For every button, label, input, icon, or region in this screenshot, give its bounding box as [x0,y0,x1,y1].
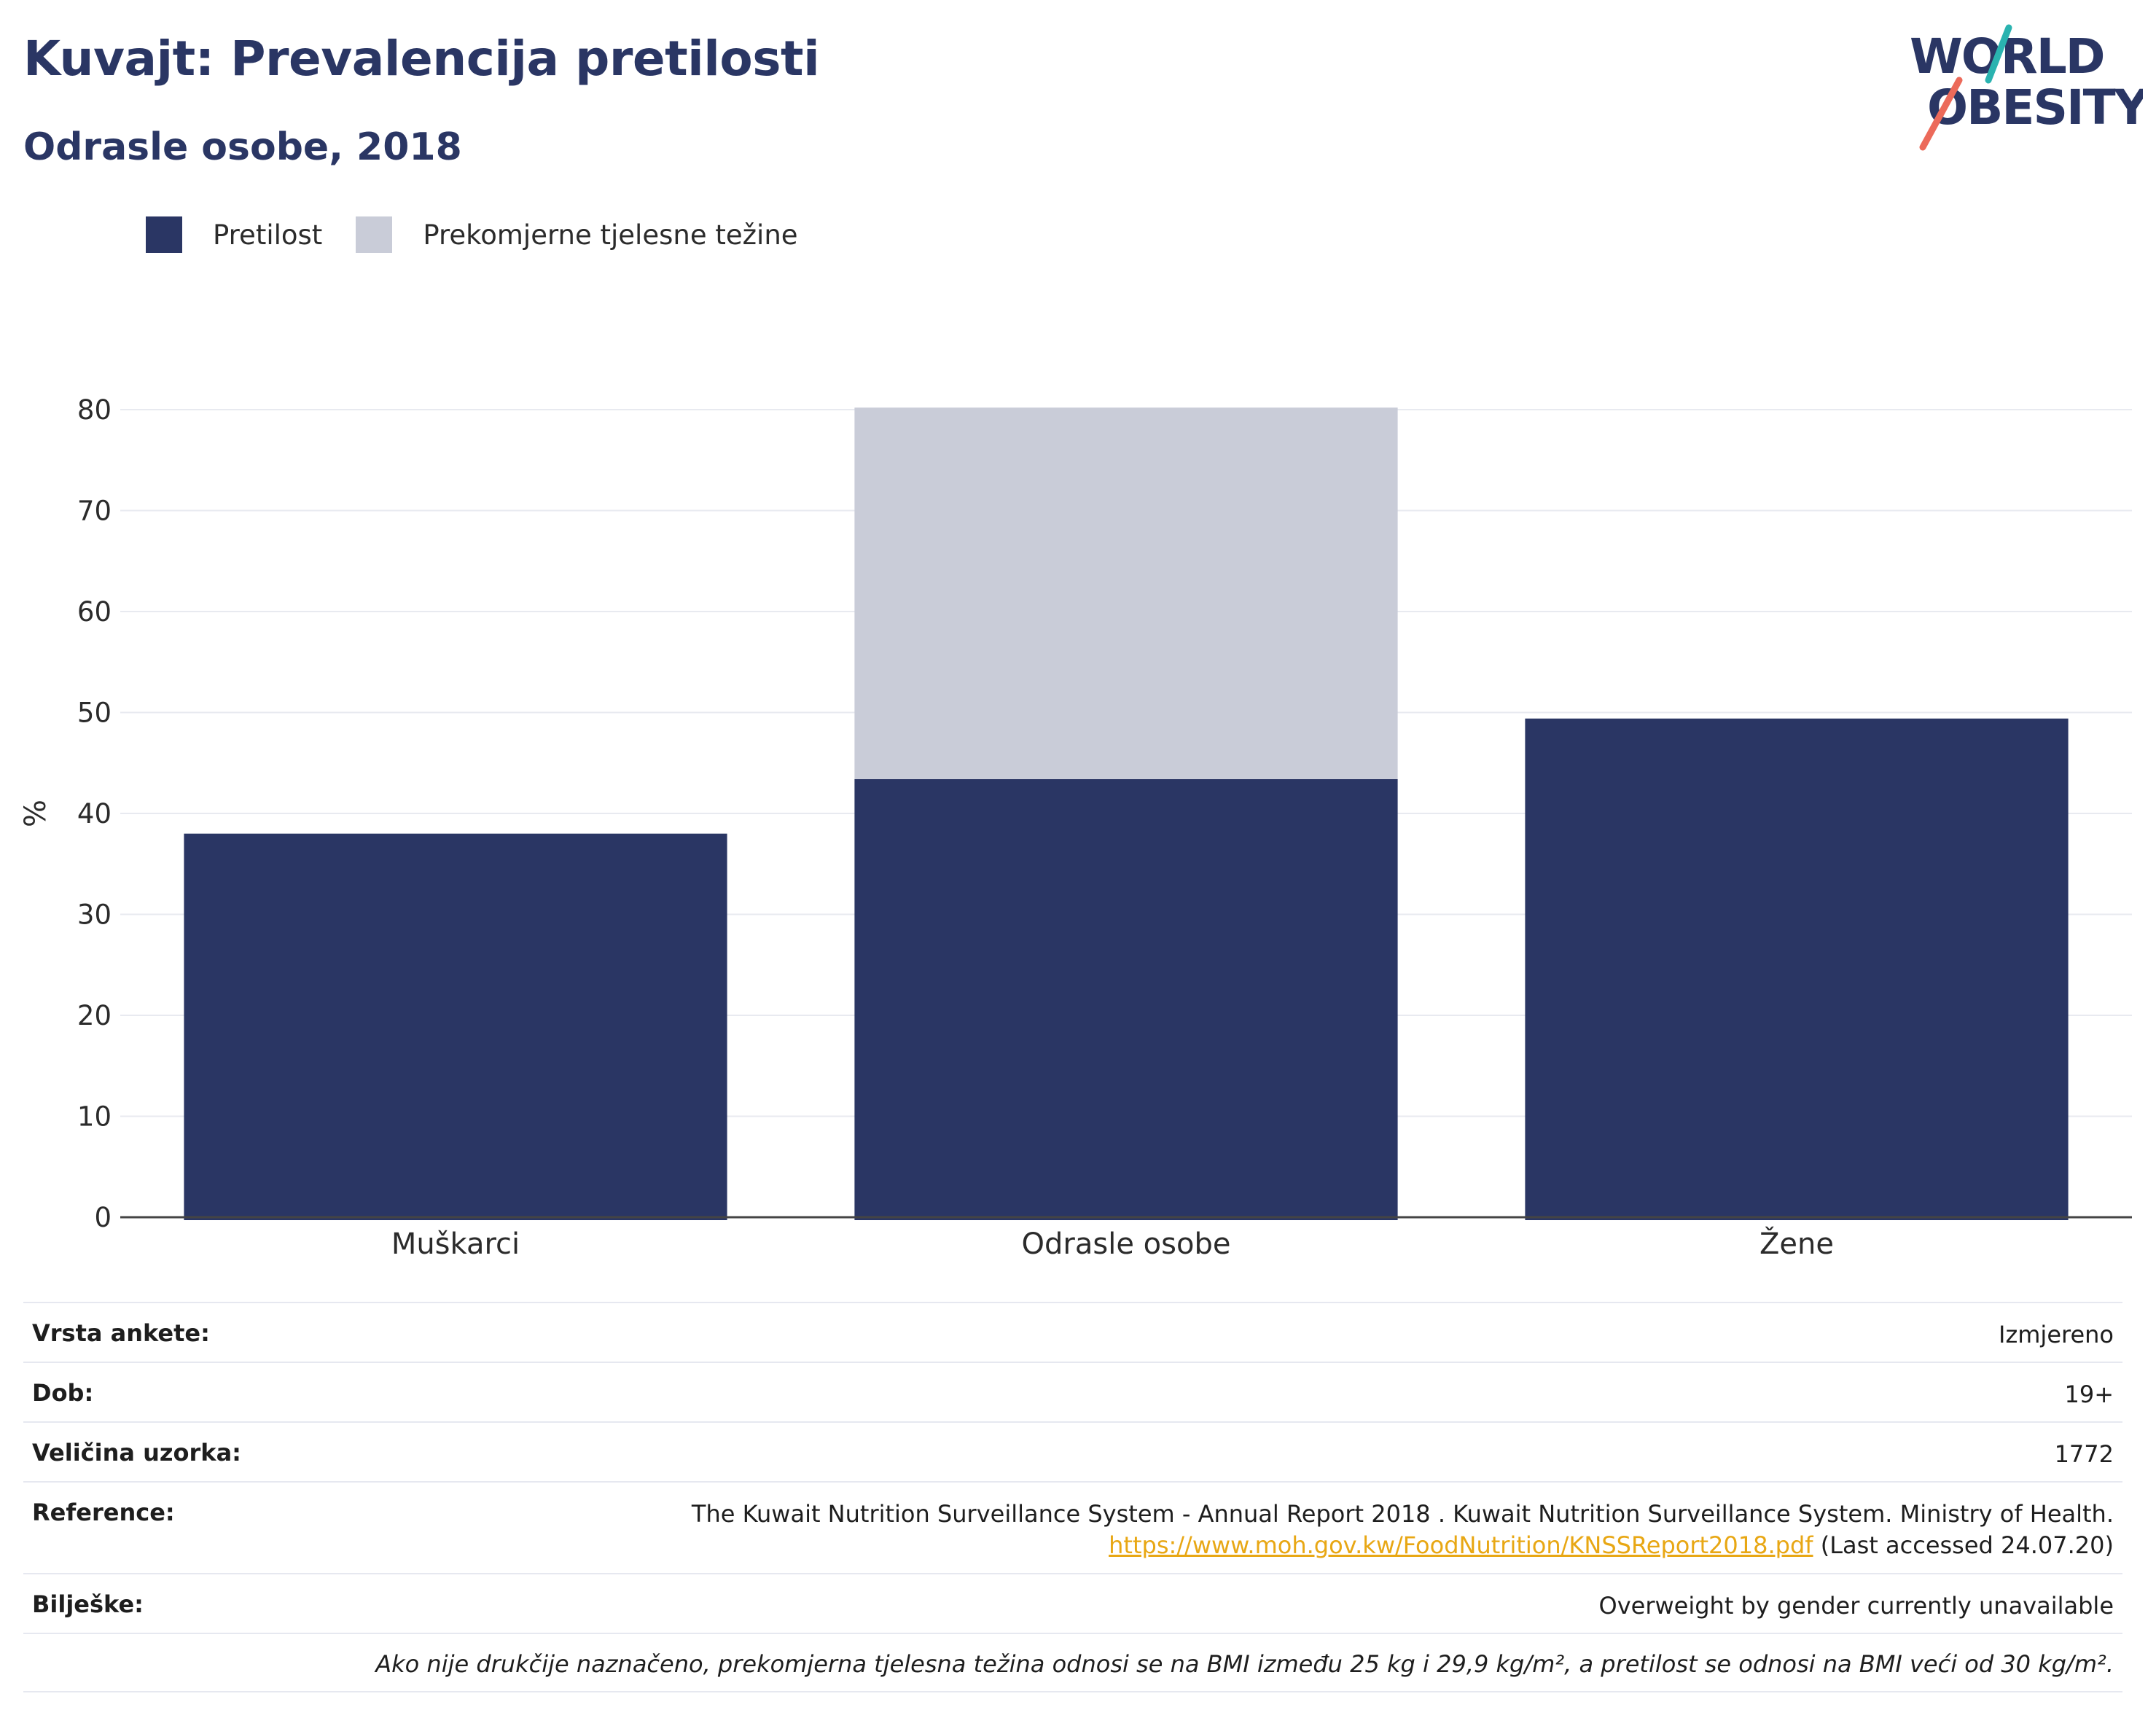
y-tick-label-40: 40 [77,798,112,829]
legend-item-obesity[interactable]: Pretilost [146,216,322,253]
y-tick-label-60: 60 [77,596,112,628]
info-row-reference: Reference: The Kuwait Nutrition Surveill… [23,1481,2122,1573]
sample-size-value: 1772 [2054,1440,2114,1468]
notes-key: Bilješke: [32,1590,144,1618]
info-row-notes: Bilješke: Overweight by gender currently… [23,1573,2122,1633]
footnote: Ako nije drukčije naznačeno, prekomjerna… [23,1633,2122,1692]
logo-slash-teal [1985,24,2012,84]
x-tick-label-0: Muškarci [391,1227,520,1261]
y-tick-label-70: 70 [77,496,112,527]
legend-swatch-overweight [356,216,393,253]
bar-obesity-1 [854,778,1398,1220]
reference-accessed: (Last accessed 24.07.20) [1820,1531,2114,1559]
age-key: Dob: [32,1379,94,1407]
notes-value: Overweight by gender currently unavailab… [1598,1592,2114,1620]
bar-overweight-1 [854,407,1398,779]
bar-obesity-2 [1525,718,2069,1220]
bar-obesity-0 [184,833,727,1220]
legend-item-overweight[interactable]: Prekomjerne tjelesne težine [356,216,798,253]
legend-swatch-obesity [146,216,182,253]
legend-label-overweight: Prekomjerne tjelesne težine [423,219,798,251]
reference-key: Reference: [32,1499,175,1526]
survey-type-value: Izmjereno [1999,1321,2114,1348]
y-tick-label-50: 50 [77,698,112,729]
reference-value: The Kuwait Nutrition Surveillance System… [692,1499,2114,1561]
reference-text: The Kuwait Nutrition Surveillance System… [691,1500,2114,1528]
y-tick-label-10: 10 [77,1101,112,1133]
y-tick-label-80: 80 [77,394,112,426]
sample-size-key: Veličina uzorka: [32,1439,241,1467]
legend-label-obesity: Pretilost [213,219,323,251]
survey-type-key: Vrsta ankete: [32,1319,210,1347]
logo-slash-coral [1919,77,1963,151]
chart-legend: Pretilost Prekomjerne tjelesne težine [146,216,832,254]
bar-chart: 0 10 20 30 40 50 60 70 80% Muškarci Odrasle osobe Ž… [19,394,2132,1261]
y-axis-title: % [19,800,52,827]
chart-title: Kuvajt: Prevalencija pretilosti [23,31,820,87]
y-tick-label-20: 20 [77,1000,112,1031]
y-tick-label-30: 30 [77,899,112,931]
info-row-age: Dob: 19+ [23,1362,2122,1421]
x-tick-label-2: Žene [1759,1226,1834,1261]
chart-subtitle: Odrasle osobe, 2018 [23,125,462,169]
y-tick-label-0: 0 [94,1202,112,1233]
info-table: Vrsta ankete: Izmjereno Dob: 19+ Veličin… [23,1302,2122,1692]
age-value: 19+ [2064,1380,2114,1408]
logo-word-obesity: OBESITY [1927,79,2143,136]
info-row-sample-size: Veličina uzorka: 1772 [23,1421,2122,1481]
reference-link[interactable]: https://www.moh.gov.kw/FoodNutrition/KNS… [1109,1531,1813,1559]
world-obesity-logo: WORLD OBESITY [1910,24,2143,151]
x-tick-label-1: Odrasle osobe [1022,1227,1231,1261]
info-row-survey-type: Vrsta ankete: Izmjereno [23,1302,2122,1362]
